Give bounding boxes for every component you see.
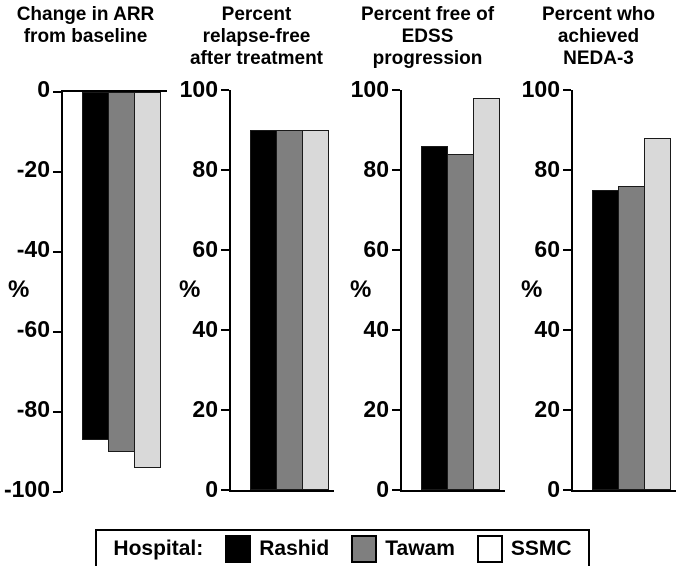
legend-item-ssmc: SSMC [476, 535, 572, 563]
y-axis-labels: % 100 80 60 40 20 0 [171, 78, 229, 501]
legend-item-tawam: Tawam [351, 535, 455, 563]
y-tick-label: -100 [3, 476, 50, 503]
y-tick-mark [563, 249, 571, 251]
y-tick-mark [221, 89, 229, 91]
y-tick-mark [563, 489, 571, 491]
y-tick-mark [392, 249, 400, 251]
y-axis-unit-label: % [179, 276, 201, 303]
y-tick-label: 60 [534, 236, 560, 263]
y-axis-unit-label: % [8, 276, 30, 303]
plot-area [563, 89, 676, 492]
bar-ssmc [302, 130, 329, 490]
y-tick-label: 60 [363, 236, 389, 263]
bar-rashid [250, 130, 277, 490]
y-axis-unit-label: % [521, 276, 543, 303]
y-tick-label: 0 [547, 476, 560, 503]
panel-arr-change: Change in ARR from baseline % 0 -20 -40 -60… [0, 0, 171, 501]
y-tick-mark [563, 329, 571, 331]
bar-rashid [592, 190, 619, 490]
y-tick-mark [392, 489, 400, 491]
panel-title-neda3: Percent who achieved NEDA-3 [542, 4, 655, 69]
y-tick-mark [53, 91, 61, 93]
y-tick-mark [221, 409, 229, 411]
y-axis-unit-label: % [350, 276, 372, 303]
y-axis-labels: % 0 -20 -40 -60 -80 -100 [0, 78, 61, 501]
y-tick-mark [53, 411, 61, 413]
y-tick-label: -40 [16, 236, 50, 263]
y-tick-mark [53, 251, 61, 253]
legend-swatch-ssmc [476, 535, 503, 563]
y-tick-mark [563, 89, 571, 91]
y-tick-label: 40 [192, 316, 218, 343]
bar-rashid [82, 92, 109, 440]
panels-row: Change in ARR from baseline % 0 -20 -40 -60… [0, 0, 684, 501]
panel-title-relapse-free: Percent relapse-free after treatment [189, 4, 324, 69]
legend-title: Hospital: [113, 537, 204, 560]
y-tick-label: 0 [205, 476, 218, 503]
chart-area: % 100 80 60 40 20 0 [342, 78, 513, 501]
y-tick-mark [392, 89, 400, 91]
y-tick-label: 20 [534, 396, 560, 423]
plot-area [221, 89, 334, 492]
y-tick-label: 80 [534, 156, 560, 183]
y-tick-label: 0 [376, 476, 389, 503]
y-tick-mark [392, 169, 400, 171]
y-tick-mark [53, 171, 61, 173]
legend-label-rashid: Rashid [259, 537, 330, 560]
y-tick-label: 20 [192, 396, 218, 423]
y-tick-label: -20 [16, 156, 50, 183]
legend-item-rashid: Rashid [225, 535, 329, 563]
bar-ssmc [644, 138, 671, 490]
chart-area: % 100 80 60 40 20 0 [513, 78, 684, 501]
y-tick-mark [392, 409, 400, 411]
y-tick-mark [221, 249, 229, 251]
y-tick-mark [563, 409, 571, 411]
y-tick-label: -60 [16, 316, 50, 343]
y-tick-label: 60 [192, 236, 218, 263]
y-tick-label: 40 [363, 316, 389, 343]
y-tick-mark [221, 489, 229, 491]
y-axis-labels: % 100 80 60 40 20 0 [513, 78, 571, 501]
panel-title-arr-change: Change in ARR from baseline [16, 4, 155, 47]
panel-neda3: Percent who achieved NEDA-3 % 100 80 60 40 2… [513, 0, 684, 501]
y-tick-mark [221, 329, 229, 331]
legend: Hospital: Rashid Tawam SSMC [95, 529, 590, 566]
y-tick-mark [563, 169, 571, 171]
y-tick-label: 40 [534, 316, 560, 343]
bar-ssmc [473, 98, 500, 490]
panel-relapse-free: Percent relapse-free after treatment % 1… [171, 0, 342, 501]
y-tick-label: 0 [37, 76, 50, 103]
legend-label-ssmc: SSMC [510, 537, 572, 560]
y-axis-labels: % 100 80 60 40 20 0 [342, 78, 400, 501]
plot-area [392, 89, 505, 492]
y-tick-mark [221, 169, 229, 171]
legend-swatch-rashid [225, 535, 252, 563]
bar-tawam [108, 92, 135, 452]
y-tick-label: 80 [192, 156, 218, 183]
panel-edss-progression: Percent free of EDSS progression % 100 80… [342, 0, 513, 501]
bar-tawam [276, 130, 303, 490]
y-tick-label: 80 [363, 156, 389, 183]
panel-title-edss-progression: Percent free of EDSS progression [360, 4, 495, 69]
legend-label-tawam: Tawam [385, 537, 455, 560]
y-tick-label: 100 [179, 76, 218, 103]
y-tick-label: -80 [16, 396, 50, 423]
y-tick-mark [53, 331, 61, 333]
bar-tawam [447, 154, 474, 490]
chart-area: % 0 -20 -40 -60 -80 -100 [0, 78, 171, 501]
plot-area [53, 90, 167, 493]
y-tick-label: 100 [350, 76, 389, 103]
legend-swatch-tawam [351, 535, 378, 563]
y-tick-mark [392, 329, 400, 331]
y-tick-label: 100 [521, 76, 560, 103]
y-tick-mark [53, 491, 61, 493]
y-tick-label: 20 [363, 396, 389, 423]
chart-area: % 100 80 60 40 20 0 [171, 78, 342, 501]
bar-rashid [421, 146, 448, 490]
bar-tawam [618, 186, 645, 490]
bar-ssmc [134, 92, 161, 468]
